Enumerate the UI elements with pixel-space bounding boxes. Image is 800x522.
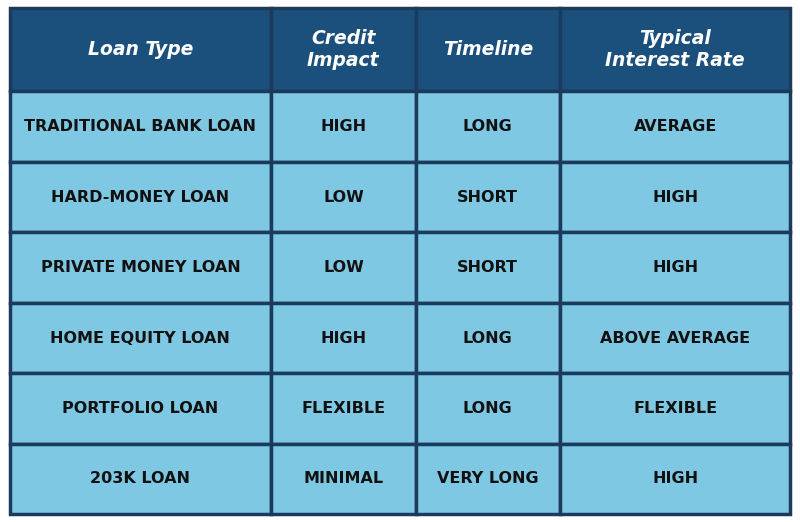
- Bar: [271, 444, 416, 514]
- Text: HOME EQUITY LOAN: HOME EQUITY LOAN: [50, 330, 230, 346]
- Text: ABOVE AVERAGE: ABOVE AVERAGE: [600, 330, 750, 346]
- Text: SHORT: SHORT: [458, 260, 518, 275]
- Text: FLEXIBLE: FLEXIBLE: [633, 401, 718, 416]
- Bar: [560, 373, 790, 444]
- Bar: [271, 232, 416, 303]
- Text: HIGH: HIGH: [652, 189, 698, 205]
- Text: PORTFOLIO LOAN: PORTFOLIO LOAN: [62, 401, 218, 416]
- Bar: [271, 162, 416, 232]
- Text: 203K LOAN: 203K LOAN: [90, 471, 190, 487]
- Bar: [271, 8, 416, 91]
- Bar: [271, 373, 416, 444]
- Bar: [10, 162, 271, 232]
- Text: Timeline: Timeline: [442, 40, 533, 59]
- Bar: [10, 303, 271, 373]
- Bar: [416, 8, 560, 91]
- Text: Credit
Impact: Credit Impact: [307, 29, 380, 70]
- Text: LOW: LOW: [323, 260, 364, 275]
- Bar: [560, 303, 790, 373]
- Text: FLEXIBLE: FLEXIBLE: [302, 401, 386, 416]
- Bar: [560, 8, 790, 91]
- Text: TRADITIONAL BANK LOAN: TRADITIONAL BANK LOAN: [24, 119, 256, 134]
- Text: HIGH: HIGH: [652, 260, 698, 275]
- Text: HIGH: HIGH: [652, 471, 698, 487]
- Text: AVERAGE: AVERAGE: [634, 119, 717, 134]
- Bar: [416, 162, 560, 232]
- Bar: [10, 91, 271, 162]
- Text: PRIVATE MONEY LOAN: PRIVATE MONEY LOAN: [41, 260, 240, 275]
- Bar: [416, 91, 560, 162]
- Bar: [271, 303, 416, 373]
- Text: Loan Type: Loan Type: [88, 40, 193, 59]
- Text: Typical
Interest Rate: Typical Interest Rate: [606, 29, 745, 70]
- Text: LONG: LONG: [463, 330, 513, 346]
- Text: LONG: LONG: [463, 119, 513, 134]
- Text: LOW: LOW: [323, 189, 364, 205]
- Text: LONG: LONG: [463, 401, 513, 416]
- Bar: [416, 373, 560, 444]
- Bar: [10, 373, 271, 444]
- Bar: [10, 444, 271, 514]
- Text: SHORT: SHORT: [458, 189, 518, 205]
- Text: VERY LONG: VERY LONG: [437, 471, 538, 487]
- Bar: [416, 232, 560, 303]
- Bar: [560, 444, 790, 514]
- Text: HARD-MONEY LOAN: HARD-MONEY LOAN: [51, 189, 230, 205]
- Text: HIGH: HIGH: [320, 330, 366, 346]
- Bar: [416, 303, 560, 373]
- Bar: [10, 232, 271, 303]
- Bar: [416, 444, 560, 514]
- Text: MINIMAL: MINIMAL: [303, 471, 383, 487]
- Bar: [560, 162, 790, 232]
- Bar: [560, 91, 790, 162]
- Bar: [10, 8, 271, 91]
- Text: HIGH: HIGH: [320, 119, 366, 134]
- Bar: [560, 232, 790, 303]
- Bar: [271, 91, 416, 162]
